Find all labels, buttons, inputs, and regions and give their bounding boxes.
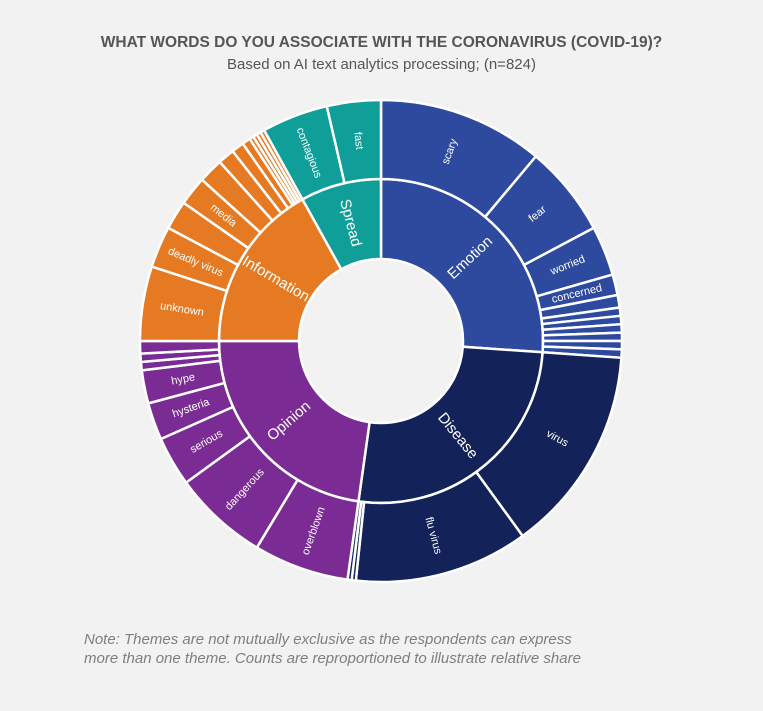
word-wedge-information-6 <box>231 142 290 215</box>
theme-wedge-spread <box>301 177 383 271</box>
theme-label-spread: Spread <box>336 197 365 248</box>
word-wedge-virus <box>474 351 623 538</box>
word-wedge-information-10 <box>255 131 302 204</box>
word-label-fast: fast <box>351 131 365 150</box>
word-wedge-information-8 <box>248 135 297 207</box>
word-wedge-unknown <box>138 265 229 343</box>
note-line-2: more than one theme. Counts are repropor… <box>84 650 581 667</box>
word-wedge-scary <box>379 98 538 219</box>
word-label-flu-virus: flu virus <box>422 516 444 556</box>
word-wedge-information-2 <box>166 201 250 267</box>
word-wedge-information-11 <box>259 128 304 202</box>
word-wedge-emotion-5 <box>540 306 622 326</box>
word-label-deadly-virus: deadly virus <box>166 245 225 279</box>
word-wedge-opinion-6 <box>139 348 221 364</box>
word-wedge-emotion-9 <box>541 339 624 351</box>
word-wedge-information-9 <box>252 133 299 205</box>
word-wedge-fast <box>325 98 383 185</box>
theme-wedge-information <box>217 198 343 343</box>
word-label-worried: worried <box>548 253 587 278</box>
word-label-unknown: unknown <box>159 300 204 319</box>
word-wedge-emotion-6 <box>540 314 623 331</box>
word-label-hype: hype <box>170 371 196 387</box>
word-label-scary: scary <box>440 137 460 166</box>
chart-title: WHAT WORDS DO YOU ASSOCIATE WITH THE COR… <box>100 34 663 51</box>
word-wedge-dangerous <box>184 434 299 549</box>
theme-wedge-emotion <box>379 177 545 354</box>
theme-label-disease: Disease <box>434 409 481 462</box>
word-wedge-disease-2 <box>350 500 366 582</box>
word-wedge-flu-virus <box>354 470 524 584</box>
theme-label-emotion: Emotion <box>444 233 496 283</box>
word-wedge-worried <box>522 226 614 298</box>
word-wedge-media <box>182 178 262 250</box>
word-wedge-information-7 <box>241 137 295 210</box>
word-wedge-emotion-8 <box>541 331 624 343</box>
note-line-1: Note: Themes are not mutually exclusive … <box>84 631 572 648</box>
word-wedge-emotion-4 <box>538 293 621 320</box>
word-wedge-hype <box>140 359 226 405</box>
word-label-hysteria: hysteria <box>171 396 212 420</box>
word-wedge-emotion-10 <box>541 345 624 360</box>
word-wedge-emotion-7 <box>541 322 624 337</box>
label-layer: Emotion scary fear worried concerned Disease v… <box>159 126 603 557</box>
word-label-virus: virus <box>544 428 571 450</box>
word-wedge-fear <box>483 155 596 267</box>
word-label-contagious: contagious <box>294 126 324 180</box>
theme-label-information: Information <box>239 253 312 306</box>
word-label-serious: serious <box>188 427 225 455</box>
word-wedge-overblown <box>255 478 360 581</box>
word-label-concerned: concerned <box>551 282 604 306</box>
word-wedge-serious <box>159 405 252 484</box>
word-wedge-contagious <box>262 104 346 201</box>
theme-wedge-disease <box>357 345 544 505</box>
word-wedge-information-4 <box>200 160 274 234</box>
word-label-overblown: overblown <box>300 505 328 556</box>
chart-note: Note: Themes are not mutually exclusive … <box>84 630 724 668</box>
word-label-dangerous: dangerous <box>223 466 267 513</box>
word-wedge-hysteria <box>146 381 235 441</box>
word-wedge-opinion-7 <box>138 339 221 355</box>
theme-wedge-opinion <box>217 339 371 503</box>
chart-subtitle: Based on AI text analytics processing; (… <box>227 56 536 73</box>
word-wedge-disease-3 <box>346 500 363 582</box>
word-label-fear: fear <box>526 203 549 224</box>
word-wedge-deadly-virus <box>150 226 240 293</box>
wedge-layer <box>138 98 624 584</box>
word-wedge-opinion-5 <box>139 353 222 372</box>
word-wedge-concerned <box>535 273 619 312</box>
theme-label-opinion: Opinion <box>264 398 314 445</box>
word-label-media: media <box>208 202 240 231</box>
word-wedge-information-5 <box>218 149 283 222</box>
